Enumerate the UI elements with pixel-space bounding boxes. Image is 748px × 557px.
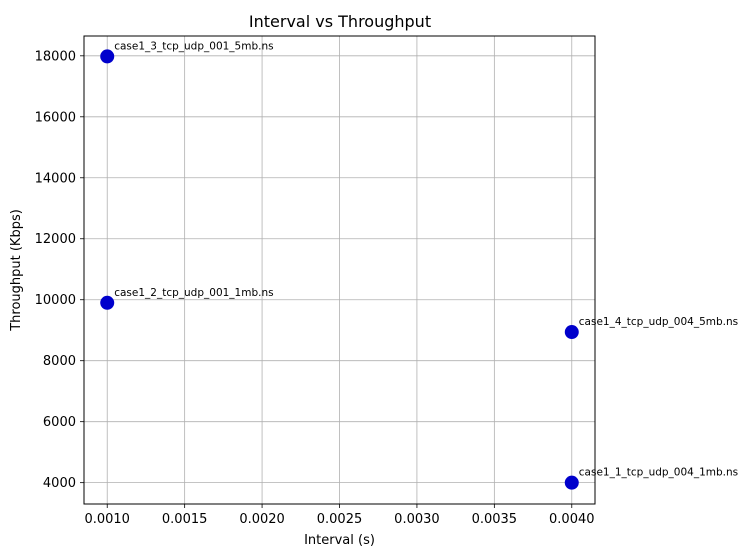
y-tick-label: 4000 xyxy=(43,476,76,491)
x-axis: 0.0010 0.0015 0.0020 0.0025 0.0030 0.0035 0.00… xyxy=(84,504,595,527)
point-label: case1_3_tcp_udp_001_5mb.ns xyxy=(114,40,273,52)
point-label: case1_2_tcp_udp_001_1mb.ns xyxy=(114,287,273,299)
x-tick-label: 0.0040 xyxy=(549,512,595,527)
y-tick-label: 16000 xyxy=(35,110,76,125)
x-tick-label: 0.0030 xyxy=(394,512,440,527)
y-axis-title: Throughput (Kbps) xyxy=(9,209,24,332)
y-tick-label: 6000 xyxy=(43,415,76,430)
x-tick-label: 0.0010 xyxy=(84,512,130,527)
y-tick-label: 18000 xyxy=(35,49,76,64)
x-tick-label: 0.0025 xyxy=(317,512,363,527)
x-tick-label: 0.0020 xyxy=(239,512,285,527)
x-tick-label: 0.0035 xyxy=(472,512,518,527)
grid xyxy=(84,36,595,504)
point-label: case1_4_tcp_udp_004_5mb.ns xyxy=(579,316,738,328)
y-tick-label: 8000 xyxy=(43,354,76,369)
data-point xyxy=(564,325,579,340)
y-tick-label: 12000 xyxy=(35,232,76,247)
point-label: case1_1_tcp_udp_004_1mb.ns xyxy=(579,467,738,479)
data-point xyxy=(100,49,115,64)
x-tick-label: 0.0015 xyxy=(162,512,208,527)
chart-title: Interval vs Throughput xyxy=(249,12,431,31)
y-tick-label: 10000 xyxy=(35,293,76,308)
data-points xyxy=(100,49,579,490)
data-point xyxy=(564,475,579,490)
data-point xyxy=(100,295,115,310)
x-axis-title: Interval (s) xyxy=(304,533,375,548)
point-labels: case1_3_tcp_udp_001_5mb.ns case1_2_tcp_ud… xyxy=(114,40,738,478)
y-axis: 4000 6000 8000 10000 12000 14000 16000 18000 xyxy=(35,49,84,491)
y-tick-label: 14000 xyxy=(35,171,76,186)
